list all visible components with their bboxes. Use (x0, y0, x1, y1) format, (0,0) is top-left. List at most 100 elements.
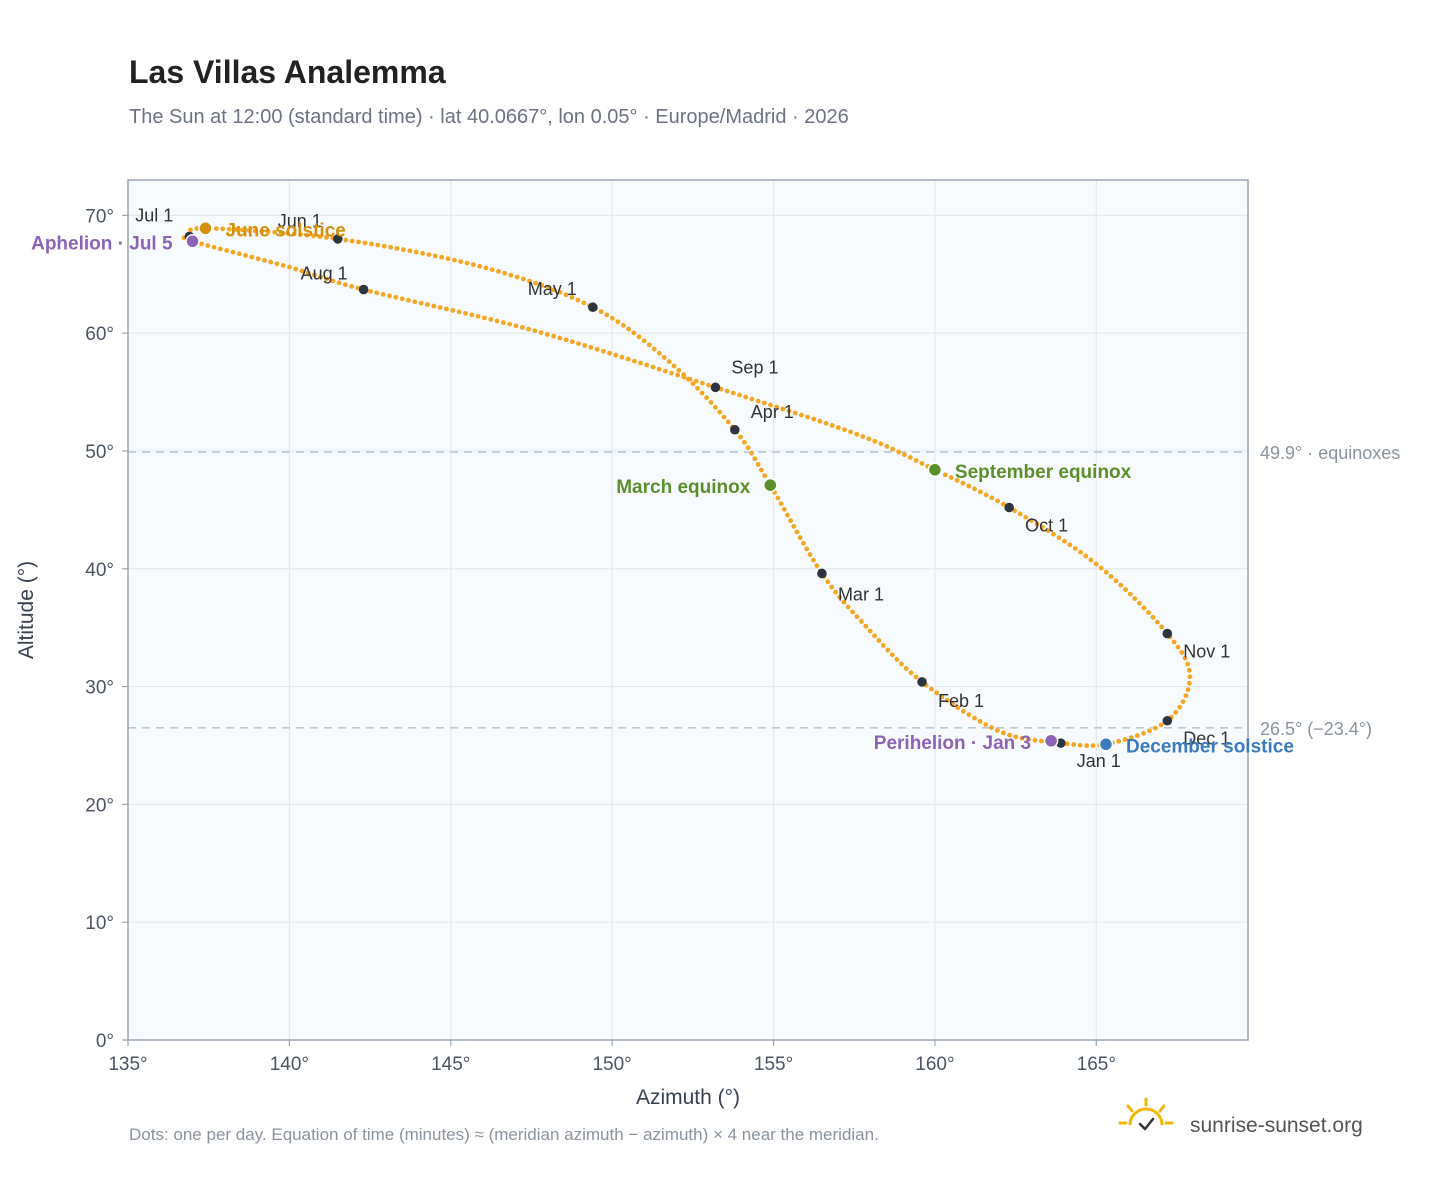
daily-sun-dot (1150, 614, 1156, 620)
daily-sun-dot (778, 501, 784, 507)
plot-frame (127, 179, 1249, 1041)
daily-sun-dot (399, 296, 405, 302)
daily-sun-dot (477, 263, 483, 269)
event-label: June solstice (225, 220, 345, 241)
month-marker-label: Apr 1 (751, 402, 794, 422)
daily-sun-dot (444, 306, 449, 312)
daily-sun-dot (464, 260, 470, 266)
daily-sun-dot (699, 390, 705, 396)
daily-sun-dot (631, 358, 637, 364)
daily-sun-dot (211, 244, 217, 250)
daily-sun-dot (738, 434, 743, 440)
daily-sun-dot (961, 708, 966, 714)
event-label: Aphelion · Jul 5 (31, 233, 173, 254)
daily-sun-dot (913, 458, 919, 463)
x-tick-label: 140° (270, 1054, 309, 1075)
daily-sun-dot (413, 249, 419, 255)
daily-sun-dot (1154, 619, 1160, 625)
y-tick-label: 40° (85, 560, 114, 581)
daily-sun-dot (285, 230, 291, 236)
daily-sun-dot (1175, 644, 1181, 650)
x-tick-label: 165° (1077, 1054, 1116, 1075)
daily-sun-dot (994, 728, 1000, 733)
daily-sun-dot (860, 434, 866, 439)
daily-sun-dot (713, 404, 718, 410)
daily-sun-dot (563, 337, 569, 343)
daily-sun-dot (439, 254, 445, 260)
daily-sun-dot (291, 231, 297, 237)
daily-sun-dot (278, 230, 284, 236)
daily-sun-dot (194, 226, 200, 231)
daily-sun-dot (646, 342, 652, 348)
daily-sun-dot (867, 628, 873, 634)
daily-sun-dot (903, 666, 909, 671)
daily-sun-dot (412, 299, 418, 305)
daily-sun-dot (324, 276, 330, 282)
event-marker (1043, 733, 1059, 749)
month-marker (1055, 738, 1066, 748)
daily-sun-dot (788, 518, 794, 524)
daily-sun-dot (1152, 725, 1158, 731)
daily-sun-dot (387, 293, 392, 299)
y-tick-label: 0° (96, 1031, 114, 1052)
daily-sun-dot (445, 256, 451, 262)
daily-sun-dot (1113, 578, 1119, 584)
daily-sun-dot (1077, 742, 1083, 748)
x-tick-label: 160° (915, 1054, 954, 1075)
daily-sun-dot (693, 378, 699, 384)
daily-sun-dot (318, 274, 323, 280)
event-label: March equinox (616, 477, 751, 498)
daily-sun-dot (513, 323, 519, 329)
daily-sun-dot (304, 232, 310, 238)
daily-sun-dot (650, 364, 656, 370)
daily-sun-dot (1040, 524, 1045, 530)
daily-sun-dot (1137, 600, 1142, 606)
daily-sun-dot (1056, 535, 1062, 541)
daily-sun-dot (432, 253, 438, 259)
daily-sun-dot (759, 467, 764, 473)
daily-sun-dot (948, 475, 954, 480)
daily-sun-dot (814, 563, 820, 569)
chart-title: Las Villas Analemma (129, 54, 446, 90)
daily-sun-dot (644, 362, 650, 368)
daily-sun-dot (1177, 704, 1183, 710)
daily-sun-dot (1078, 549, 1083, 555)
daily-sun-dot (743, 394, 749, 400)
daily-sun-dot (299, 268, 305, 274)
daily-sun-dot (450, 308, 456, 313)
y-axis-label: Altitude (°) (15, 561, 38, 659)
daily-sun-dot (797, 535, 803, 541)
month-markers: Jan 1 Feb 1 Mar 1 Apr 1 May 1 Jun 1 Jul 1 Aug 1… (135, 206, 1230, 772)
event-marker (185, 234, 200, 249)
month-marker (1162, 628, 1173, 639)
daily-sun-dot (1071, 742, 1077, 747)
daily-sun-dot (598, 309, 604, 315)
daily-sun-dot (452, 257, 457, 263)
daily-sun-dot (724, 388, 730, 394)
daily-sun-dot (950, 701, 955, 707)
daily-sun-dot (1123, 587, 1128, 593)
daily-sun-dot (801, 540, 806, 546)
month-marker (358, 284, 369, 295)
daily-sun-dot (721, 414, 727, 420)
daily-sun-dot (919, 461, 925, 466)
daily-sun-dot (794, 529, 800, 535)
daily-sun-dot (213, 226, 219, 232)
daily-sun-dot (884, 444, 890, 449)
daily-sun-dot (829, 423, 835, 428)
event-marker (763, 477, 778, 493)
footnote: Dots: one per day. Equation of time (min… (129, 1125, 879, 1144)
daily-sun-dot (298, 232, 303, 237)
daily-sun-dot (576, 341, 581, 346)
daily-sun-dot (989, 725, 994, 730)
daily-sun-dot (669, 370, 674, 376)
daily-sun-dot (1000, 730, 1006, 736)
x-axis-label: Azimuth (°) (636, 1086, 740, 1109)
daily-sun-dot (662, 368, 668, 374)
daily-sun-dot (833, 589, 838, 595)
event-label: December solstice (1126, 736, 1294, 757)
daily-sun-dot (1173, 709, 1179, 715)
daily-sun-dot (342, 282, 348, 288)
daily-sun-dot (725, 419, 731, 425)
